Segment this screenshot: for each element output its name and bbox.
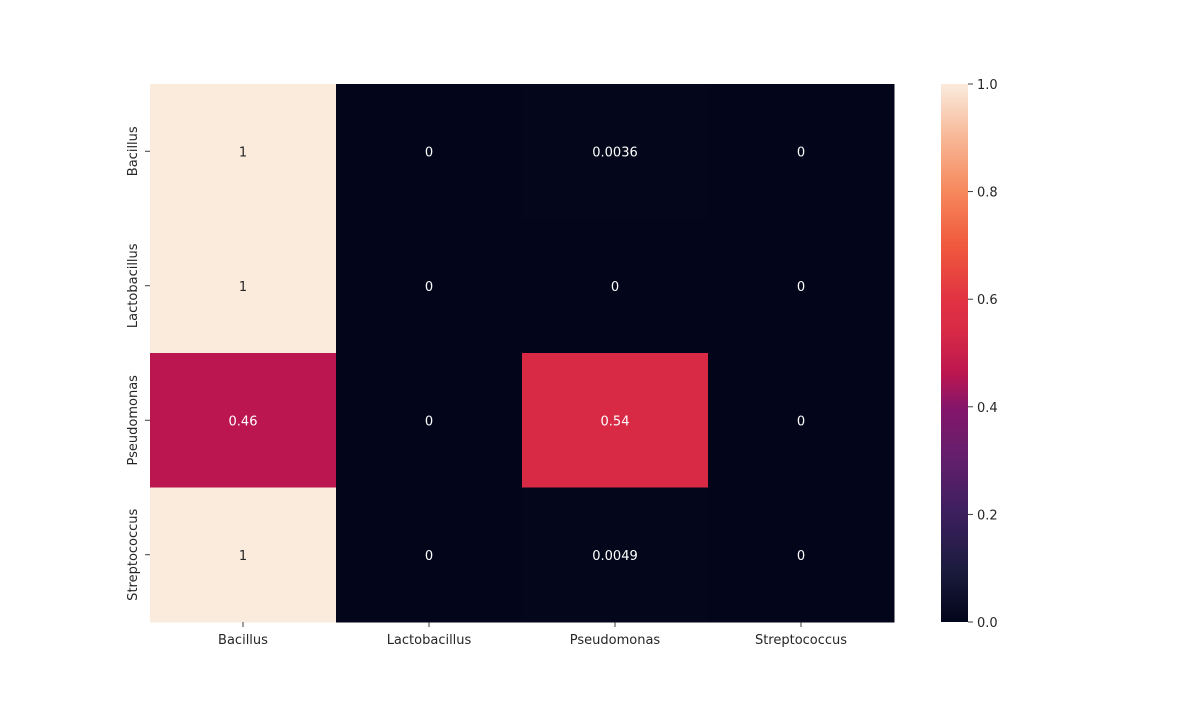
colorbar-tick-label-3: 0.6 — [977, 293, 998, 308]
y-axis: Bacillus Lactobacillus Pseudomonas Streptoc… — [126, 126, 150, 601]
x-tick-label-1: Lactobacillus — [387, 633, 472, 648]
heatmap-cells — [150, 84, 895, 623]
colorbar-tick-label-4: 0.8 — [977, 186, 998, 201]
heatmap-cell-label-r2-c1: 0 — [425, 414, 433, 429]
colorbar-tick-label-5: 1.0 — [977, 78, 998, 93]
x-tick-label-3: Streptococcus — [755, 633, 847, 648]
heatmap-cell-label-r1-c3: 0 — [797, 280, 805, 295]
colorbar-tick-label-1: 0.2 — [977, 508, 998, 523]
heatmap-cell-label-r1-c2: 0 — [611, 280, 619, 295]
heatmap-cell-label-r0-c2: 0.0036 — [592, 145, 638, 160]
x-tick-label-2: Pseudomonas — [570, 633, 661, 648]
colorbar — [941, 84, 968, 622]
y-tick-label-3: Streptococcus — [126, 508, 141, 600]
heatmap-cell-label-r0-c0: 1 — [239, 145, 247, 160]
x-tick-label-0: Bacillus — [218, 633, 268, 648]
heatmap-cell-label-r3-c0: 1 — [239, 549, 247, 564]
heatmap-cell-label-r2-c3: 0 — [797, 414, 805, 429]
colorbar-tick-label-2: 0.4 — [977, 401, 998, 416]
heatmap-cell-label-r2-c2: 0.54 — [601, 414, 630, 429]
x-axis: Bacillus Lactobacillus Pseudomonas Streptoc… — [218, 622, 847, 648]
colorbar-tick-label-0: 0.0 — [977, 616, 998, 631]
heatmap-cell-label-r1-c1: 0 — [425, 280, 433, 295]
heatmap-cell-label-r0-c1: 0 — [425, 145, 433, 160]
heatmap-cell-label-r3-c3: 0 — [797, 549, 805, 564]
heatmap-cell-label-r3-c1: 0 — [425, 549, 433, 564]
heatmap-cell-label-r2-c0: 0.46 — [229, 414, 258, 429]
y-tick-label-2: Pseudomonas — [126, 375, 141, 466]
colorbar-ticks: 0.0 0.2 0.4 0.6 0.8 1.0 — [968, 78, 998, 631]
heatmap-cell-label-r0-c3: 0 — [797, 145, 805, 160]
colorbar-gradient — [941, 84, 968, 622]
heatmap-cell-label-r1-c0: 1 — [239, 280, 247, 295]
y-tick-label-0: Bacillus — [126, 126, 141, 176]
y-tick-label-1: Lactobacillus — [126, 243, 141, 328]
heatmap-cell-label-r3-c2: 0.0049 — [592, 549, 638, 564]
